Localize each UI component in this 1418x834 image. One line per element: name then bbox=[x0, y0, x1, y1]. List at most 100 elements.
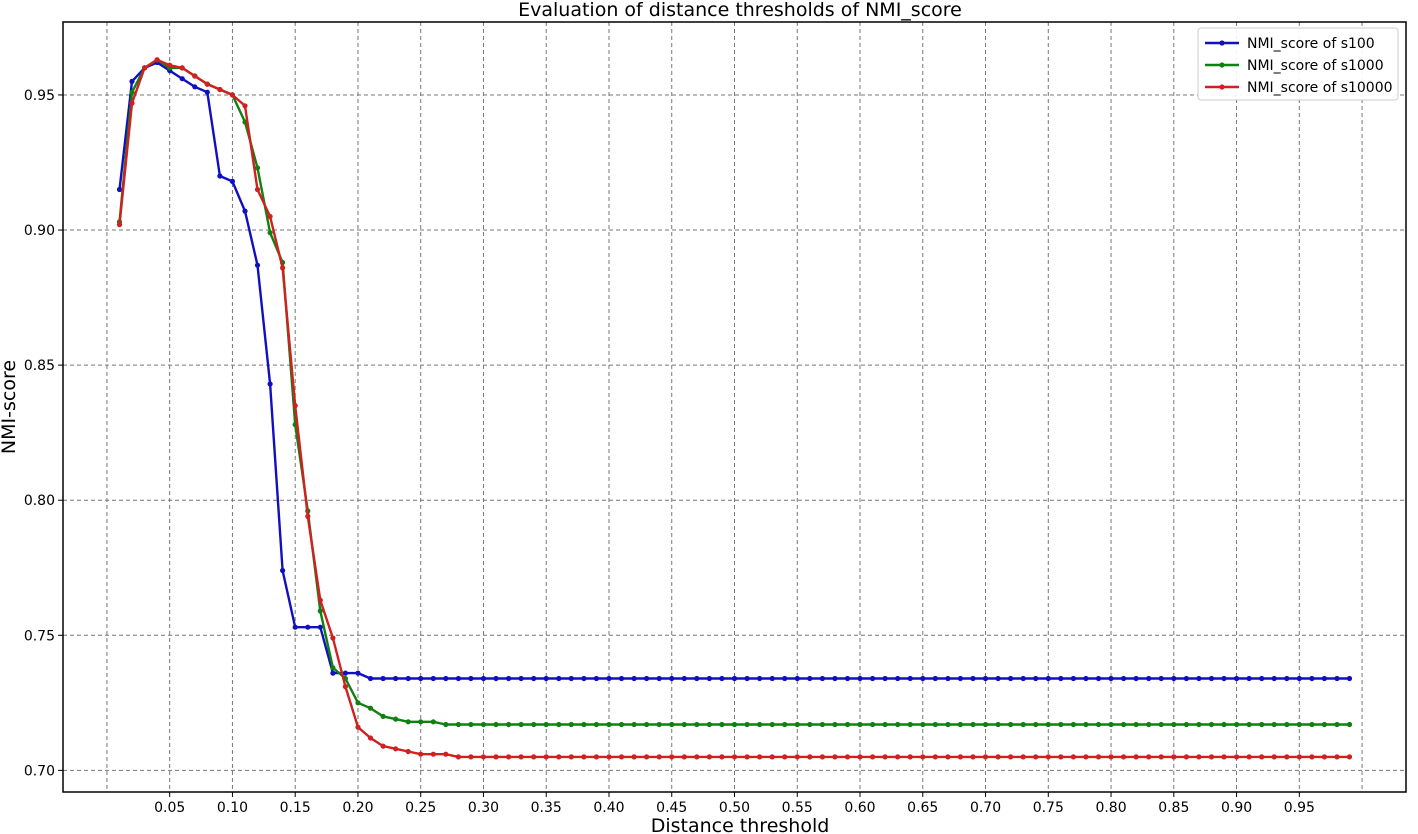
data-point bbox=[1259, 754, 1265, 760]
data-point bbox=[1171, 754, 1177, 760]
data-point bbox=[1020, 754, 1026, 760]
data-point bbox=[694, 675, 700, 682]
data-point bbox=[317, 597, 323, 603]
data-point bbox=[1008, 754, 1014, 760]
data-point bbox=[706, 721, 713, 728]
data-point bbox=[1058, 721, 1064, 728]
data-point bbox=[418, 719, 424, 725]
data-point bbox=[1133, 754, 1139, 760]
data-point bbox=[719, 675, 725, 682]
x-tick-label: 0.95 bbox=[1284, 800, 1315, 816]
legend-label: NMI_score of s1000 bbox=[1247, 58, 1384, 74]
x-axis-ticks: 0.05 0.10 0.15 0.20 0.25 0.30 0.35 0.40 0.45 0.50… bbox=[154, 792, 1315, 816]
data-point bbox=[694, 721, 700, 728]
data-point bbox=[455, 721, 461, 728]
data-point bbox=[907, 675, 913, 682]
data-point bbox=[254, 262, 261, 268]
data-point bbox=[731, 754, 738, 760]
data-point bbox=[480, 675, 487, 682]
data-point bbox=[1309, 675, 1315, 682]
data-point bbox=[1196, 754, 1202, 760]
data-point bbox=[455, 754, 461, 760]
legend-entry: NMI_score of s1000 bbox=[1205, 58, 1384, 74]
data-point bbox=[920, 754, 926, 760]
data-point bbox=[731, 721, 738, 728]
data-point bbox=[1221, 721, 1227, 728]
legend-label: NMI_score of s10000 bbox=[1247, 80, 1393, 96]
data-point bbox=[681, 754, 687, 760]
data-point bbox=[292, 624, 298, 630]
data-point bbox=[970, 721, 976, 728]
data-point bbox=[367, 735, 374, 741]
x-tick-label: 0.75 bbox=[1033, 800, 1064, 816]
data-point bbox=[1284, 754, 1290, 760]
data-point bbox=[631, 721, 637, 728]
data-point bbox=[367, 705, 374, 711]
data-point bbox=[1020, 675, 1026, 682]
data-point bbox=[1008, 675, 1014, 682]
data-point bbox=[380, 713, 386, 720]
data-point bbox=[782, 721, 788, 728]
data-point bbox=[807, 754, 813, 760]
data-point bbox=[506, 721, 512, 728]
data-point bbox=[393, 716, 399, 722]
data-point bbox=[744, 754, 750, 760]
data-point bbox=[769, 721, 775, 728]
data-point bbox=[995, 754, 1001, 760]
data-point bbox=[1070, 754, 1076, 760]
data-point bbox=[945, 754, 951, 760]
x-tick-label: 0.15 bbox=[280, 800, 311, 816]
legend-label: NMI_score of s100 bbox=[1247, 36, 1375, 52]
x-tick-label: 0.80 bbox=[1095, 800, 1126, 816]
data-point bbox=[1183, 754, 1189, 760]
data-point bbox=[192, 84, 198, 90]
data-point bbox=[895, 754, 901, 760]
data-point bbox=[1321, 721, 1327, 728]
data-point bbox=[393, 675, 399, 682]
data-point bbox=[1158, 754, 1164, 760]
data-point bbox=[857, 721, 863, 728]
data-point bbox=[731, 675, 738, 682]
y-tick-label: 0.75 bbox=[24, 628, 55, 644]
legend-swatch-marker bbox=[1219, 40, 1225, 46]
x-tick-label: 0.50 bbox=[719, 800, 750, 816]
data-point bbox=[405, 748, 411, 755]
data-point bbox=[267, 230, 273, 236]
data-point bbox=[1309, 721, 1315, 728]
data-point bbox=[254, 165, 261, 171]
y-tick-label: 0.90 bbox=[24, 223, 55, 239]
data-point bbox=[681, 721, 687, 728]
data-point bbox=[618, 754, 625, 760]
data-point bbox=[694, 754, 700, 760]
legend-box bbox=[1197, 27, 1399, 101]
data-point bbox=[280, 567, 286, 574]
data-point bbox=[706, 754, 713, 760]
data-point bbox=[342, 684, 348, 690]
data-point bbox=[543, 721, 549, 728]
data-point bbox=[744, 675, 750, 682]
data-point bbox=[907, 721, 913, 728]
data-point bbox=[317, 624, 323, 630]
data-point bbox=[405, 675, 411, 682]
data-point bbox=[1183, 675, 1189, 682]
data-point bbox=[129, 100, 135, 106]
data-point bbox=[593, 754, 600, 760]
data-point bbox=[1158, 721, 1164, 728]
data-point bbox=[1246, 754, 1252, 760]
data-point bbox=[970, 675, 976, 682]
data-point bbox=[1121, 754, 1127, 760]
data-point bbox=[1183, 721, 1189, 728]
data-point bbox=[1133, 675, 1139, 682]
data-point bbox=[656, 721, 662, 728]
data-point bbox=[982, 675, 989, 682]
data-point bbox=[543, 675, 549, 682]
data-point bbox=[167, 62, 173, 68]
data-point bbox=[1146, 675, 1152, 682]
data-point bbox=[380, 675, 386, 682]
data-point bbox=[744, 721, 750, 728]
data-point bbox=[982, 721, 989, 728]
data-point bbox=[217, 173, 223, 179]
data-point bbox=[1346, 754, 1353, 760]
data-point bbox=[480, 721, 487, 728]
data-point bbox=[932, 675, 938, 682]
